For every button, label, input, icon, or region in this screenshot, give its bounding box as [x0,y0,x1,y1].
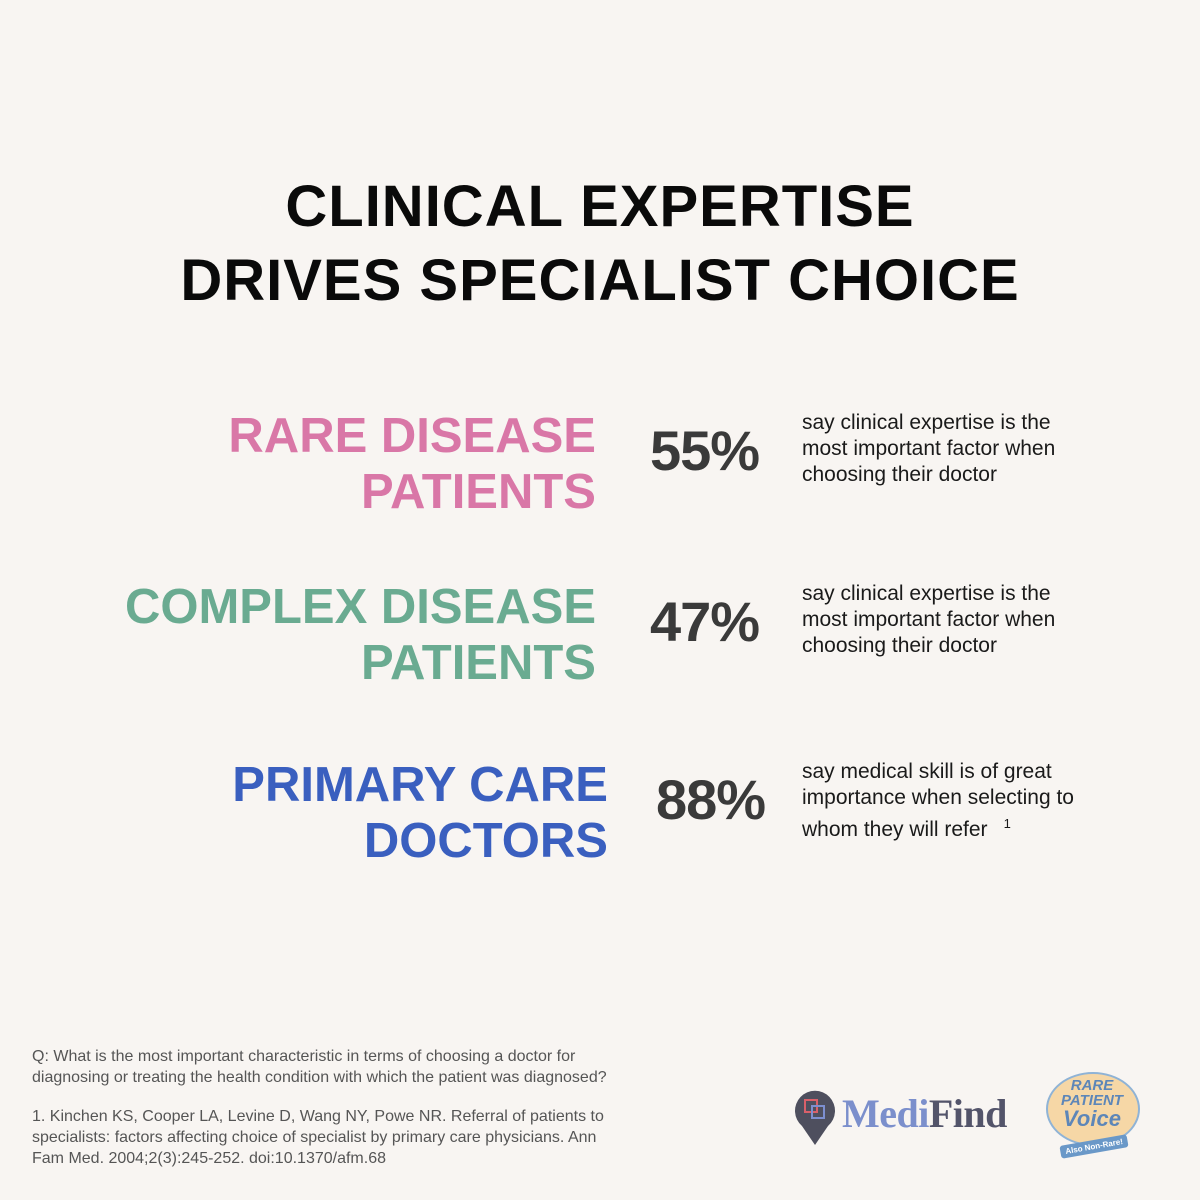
title-line-2: DRIVES SPECIALIST CHOICE [180,248,1020,313]
desc-line: say clinical expertise is the [802,582,1051,605]
logo-text: Find [928,1091,1008,1136]
stat-row-complex: COMPLEX DISEASE PATIENTS 47% say clinica… [0,579,1200,699]
group-label-line: PATIENTS [360,636,596,690]
stat-row-rare: RARE DISEASE PATIENTS 55% say clinical e… [0,408,1200,528]
reference-line: Fam Med. 2004;2(3):245-252. doi:10.1370/… [32,1150,386,1167]
desc-line: most important factor when [802,608,1056,631]
group-label-line: DOCTORS [363,814,608,868]
logo-text: Medi [842,1091,929,1136]
stat-description: say clinical expertise is the most impor… [802,410,1055,488]
medifind-logo: MediFind [842,1090,1007,1137]
desc-line: whom they will refer 1 [802,811,1074,843]
desc-line: choosing their doctor [802,634,997,657]
group-label-line: RARE DISEASE [228,409,596,463]
group-label-line: PRIMARY CARE [232,758,608,812]
logo-text: PATIENT [1061,1092,1123,1109]
desc-line: most important factor when [802,437,1056,460]
stat-description: say clinical expertise is the most impor… [802,581,1055,659]
desc-line: say clinical expertise is the [802,411,1051,434]
stat-percent: 88% [656,768,766,831]
logo-text: RARE [1070,1077,1114,1094]
desc-line: say medical skill is of great [802,760,1052,783]
group-label-line: COMPLEX DISEASE [124,580,596,634]
stat-description: say medical skill is of great importance… [802,759,1074,843]
stat-percent: 55% [650,419,760,482]
desc-text: whom they will refer [802,818,988,841]
medifind-pin-icon [795,1090,835,1145]
partner-logos: MediFind RARE PATIENT Voice Also Non-Rar… [794,1068,1144,1168]
desc-line: importance when selecting to [802,786,1074,809]
footnote-marker: 1 [1003,816,1011,831]
group-label: RARE DISEASE PATIENTS [228,408,596,520]
rare-patient-voice-logo: RARE PATIENT Voice Also Non-Rare! [1046,1068,1142,1164]
group-label-line: PATIENTS [360,465,596,519]
question-line: diagnosing or treating the health condit… [32,1069,607,1086]
group-label: PRIMARY CARE DOCTORS [232,757,608,869]
question-line: Q: What is the most important characteri… [32,1048,576,1065]
title-line-1: CLINICAL EXPERTISE [285,174,915,239]
reference: 1. Kinchen KS, Cooper LA, Levine D, Wang… [32,1106,604,1169]
logo-text: Voice [1063,1106,1121,1131]
group-label: COMPLEX DISEASE PATIENTS [125,579,596,691]
stat-percent: 47% [650,590,760,653]
reference-line: specialists: factors affecting choice of… [32,1129,597,1146]
page-title: CLINICAL EXPERTISE DRIVES SPECIALIST CHO… [0,170,1200,318]
survey-question: Q: What is the most important characteri… [32,1046,607,1088]
reference-line: 1. Kinchen KS, Cooper LA, Levine D, Wang… [32,1108,604,1125]
stat-row-primary-care: PRIMARY CARE DOCTORS 88% say medical ski… [0,757,1200,877]
desc-line: choosing their doctor [802,463,997,486]
